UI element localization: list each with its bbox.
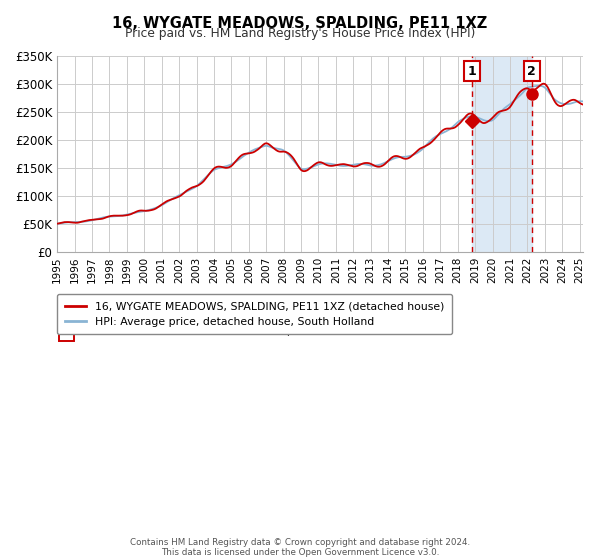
Text: 16, WYGATE MEADOWS, SPALDING, PE11 1XZ: 16, WYGATE MEADOWS, SPALDING, PE11 1XZ	[112, 16, 488, 31]
Text: ≈ HPI: ≈ HPI	[399, 325, 432, 338]
Text: 1: 1	[468, 64, 477, 77]
Bar	[472, 57, 532, 252]
Text: £235,000: £235,000	[257, 313, 313, 326]
Text: Contains HM Land Registry data © Crown copyright and database right 2024.
This d: Contains HM Land Registry data © Crown c…	[130, 538, 470, 557]
Text: 1: 1	[62, 313, 71, 326]
Text: Price paid vs. HM Land Registry's House Price Index (HPI): Price paid vs. HM Land Registry's House …	[125, 27, 475, 40]
Text: 05-NOV-2018: 05-NOV-2018	[97, 313, 175, 326]
Text: 2: 2	[62, 325, 71, 338]
Legend: 16, WYGATE MEADOWS, SPALDING, PE11 1XZ (detached house), HPI: Average price, det: 16, WYGATE MEADOWS, SPALDING, PE11 1XZ (…	[57, 294, 452, 334]
Text: £282,500: £282,500	[257, 325, 313, 338]
Text: 01-APR-2022: 01-APR-2022	[97, 325, 173, 338]
Text: 2: 2	[527, 64, 536, 77]
Text: 1% ↓ HPI: 1% ↓ HPI	[399, 313, 454, 326]
